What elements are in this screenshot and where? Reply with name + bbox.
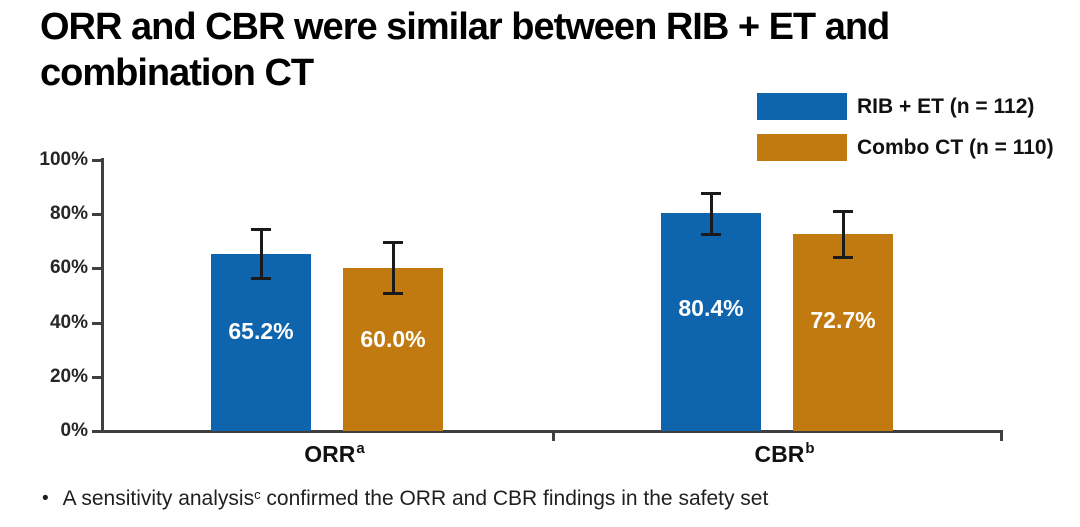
y-tick-label: 80% <box>49 203 88 225</box>
error-bar-line <box>259 229 263 279</box>
y-tick <box>92 375 102 379</box>
legend-label-combo-ct: Combo CT (n = 110) <box>857 135 1054 159</box>
y-tick <box>92 267 102 271</box>
y-tick-label: 20% <box>49 365 88 387</box>
y-tick <box>92 159 102 162</box>
y-tick <box>92 321 102 325</box>
legend-swatch-rib-et <box>757 93 847 120</box>
legend-label-rib-et: RIB + ET (n = 112) <box>857 94 1035 118</box>
error-bar-cap-top <box>251 228 271 232</box>
bar <box>793 233 893 431</box>
bar-value-label: 80.4% <box>678 294 744 321</box>
error-bar-cap-bottom <box>833 255 853 259</box>
error-bar-cap-bottom <box>383 292 403 296</box>
error-bar-cap-top <box>833 209 853 213</box>
footnote: • A sensitivity analysisc confirmed the … <box>42 486 768 514</box>
category-superscript: a <box>356 440 365 457</box>
x-tick <box>1000 433 1003 441</box>
error-bar-line <box>391 241 395 295</box>
x-category-label: CBRb <box>754 440 815 467</box>
page-title: ORR and CBR were similar between RIB + E… <box>40 6 890 94</box>
error-bar-cap-top <box>701 191 721 195</box>
category-superscript: b <box>805 440 815 457</box>
y-tick-label: 60% <box>49 257 88 279</box>
legend-swatch-combo-ct <box>757 134 847 161</box>
error-bar-line <box>709 192 713 235</box>
y-tick-label: 40% <box>49 311 88 333</box>
y-tick-label: 0% <box>60 420 88 441</box>
x-axis-line <box>101 430 1003 433</box>
x-category-label: ORRa <box>304 440 365 467</box>
footnote-superscript: c <box>254 487 261 502</box>
legend-item-combo-ct: Combo CT (n = 110) <box>757 134 1054 161</box>
error-bar-cap-top <box>383 240 403 244</box>
y-axis-line <box>101 158 104 433</box>
y-tick <box>92 213 102 217</box>
footnote-bullet: • <box>42 488 49 509</box>
footnote-text: A sensitivity analysisc confirmed the OR… <box>62 487 769 510</box>
x-tick <box>552 433 555 441</box>
y-tick-label: 100% <box>39 149 88 170</box>
error-bar-line <box>841 210 845 258</box>
legend: RIB + ET (n = 112) Combo CT (n = 110) <box>757 93 1054 175</box>
legend-item-rib-et: RIB + ET (n = 112) <box>757 93 1054 120</box>
bar-value-label: 72.7% <box>810 306 876 333</box>
bar <box>661 213 761 431</box>
bar <box>211 254 311 431</box>
bar <box>343 268 443 431</box>
y-tick <box>92 430 102 433</box>
error-bar-cap-bottom <box>701 232 721 236</box>
bar-value-label: 65.2% <box>228 318 294 345</box>
bar-value-label: 60.0% <box>360 326 426 353</box>
error-bar-cap-bottom <box>251 276 271 280</box>
